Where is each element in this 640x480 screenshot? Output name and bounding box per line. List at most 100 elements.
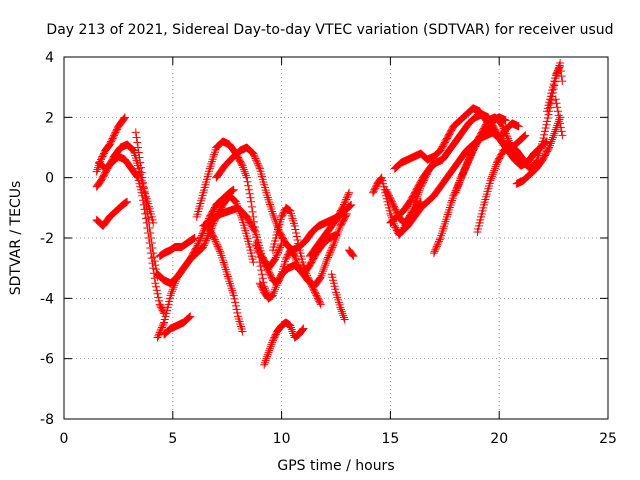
data-point [456,176,465,185]
data-point [337,307,346,316]
data-point [233,308,242,317]
axis-ticks [63,56,609,420]
data-point [255,162,264,171]
data-point [548,133,557,142]
data-point [156,326,165,335]
data-point [193,241,202,250]
data-point [137,168,146,177]
data-point [452,186,461,195]
data-point [264,348,273,357]
data-point [503,132,512,141]
data-point [466,150,475,159]
data-point [324,251,333,260]
data-point [256,262,265,271]
data-series [345,246,358,261]
data-point [158,321,167,330]
data-point [327,245,336,254]
data-point [262,354,271,363]
data-point [273,248,282,257]
data-point [519,132,528,141]
data-point [231,298,240,307]
data-point [502,131,511,140]
data-point [260,358,269,367]
data-point [545,141,554,150]
data-point [145,223,154,232]
data-point [329,240,338,249]
data-point [268,291,277,300]
data-point [301,267,310,276]
data-point [240,167,249,176]
data-point [231,197,240,206]
data-point [190,234,199,242]
data-point [132,133,141,142]
data-point [272,251,281,260]
y-tick-label: -4 [40,291,54,307]
data-point [210,235,219,244]
data-point [293,236,302,245]
x-tick-label: 20 [490,431,508,447]
data-point [214,244,223,253]
data-point [337,305,346,314]
data-point [241,169,250,178]
data-point [252,156,261,165]
data-series [305,188,354,261]
data-point [541,124,550,133]
data-point [460,165,469,174]
data-series [327,270,349,324]
data-point [138,173,147,182]
data-point [247,197,256,206]
data-point [540,130,549,139]
data-point [458,168,467,177]
data-point [345,188,354,197]
data-point [556,67,565,76]
data-point [466,152,475,161]
data-point [229,291,238,300]
data-point [150,257,159,266]
data-point [242,171,251,180]
data-point [249,149,258,158]
data-point [324,253,333,262]
data-point [544,110,553,119]
data-point [469,143,478,152]
data-point [545,143,554,152]
data-point [275,245,284,254]
data-point [131,128,140,137]
data-point [318,267,327,276]
data-point [544,144,553,153]
data-point [468,147,477,156]
data-point [321,259,330,268]
data-point [93,165,102,174]
data-point [215,245,224,254]
y-tick-label: -8 [40,412,54,428]
data-point [455,178,464,187]
data-point [166,291,175,300]
data-point [488,170,497,179]
data-point [456,174,465,183]
data-point [149,249,158,258]
data-point [238,327,247,336]
data-point [258,270,267,279]
data-point [333,229,342,238]
data-point [501,116,510,125]
data-point [263,352,272,361]
data-point [316,300,325,309]
data-series [551,95,567,140]
data-point [339,200,348,209]
data-point [338,309,347,318]
data-point [168,287,177,296]
data-point [498,122,507,131]
data-point [265,344,274,353]
data-point [551,95,560,104]
data-point [334,227,343,236]
data-point [467,148,476,157]
data-point [192,243,201,252]
data-point [267,340,276,349]
data-point [258,274,267,283]
data-point [326,248,335,257]
data-point [503,134,512,143]
data-point [270,287,279,296]
data-point [340,198,349,207]
data-point [335,223,344,232]
data-point [336,303,345,312]
data-point [144,213,153,222]
